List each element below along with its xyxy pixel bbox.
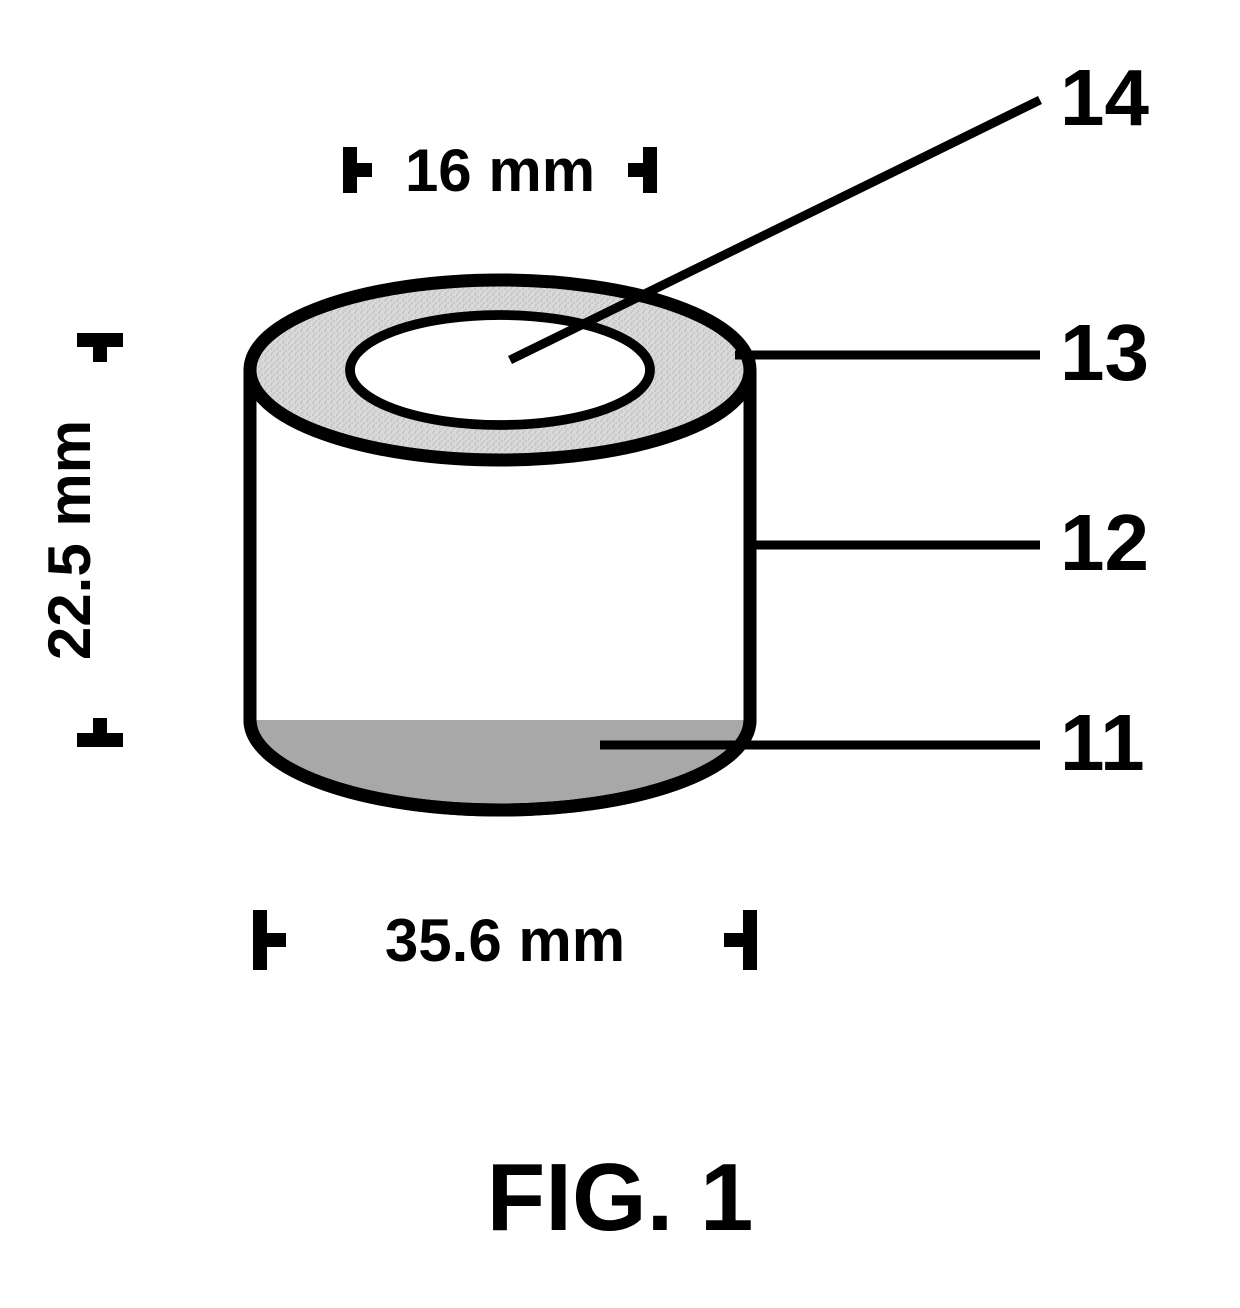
dim-height-label: 22.5 mm [36,420,103,660]
cylinder-hole [350,315,650,425]
callout-label: 11 [1060,698,1145,787]
figure-svg: 22.5 mm 16 mm 35.6 mm 14 13 12 11 FIG. 1 [0,0,1240,1308]
dim-bottom: 35.6 mm [260,907,750,974]
dim-bottom-label: 35.6 mm [385,907,625,974]
dim-top-label: 16 mm [405,137,595,204]
callout-label: 13 [1060,308,1149,397]
cylinder [250,280,750,810]
dim-top: 16 mm [350,137,650,204]
dim-height: 22.5 mm [36,340,123,740]
callout-label: 14 [1060,53,1149,142]
callout-label: 12 [1060,498,1149,587]
figure-caption: FIG. 1 [487,1144,754,1251]
